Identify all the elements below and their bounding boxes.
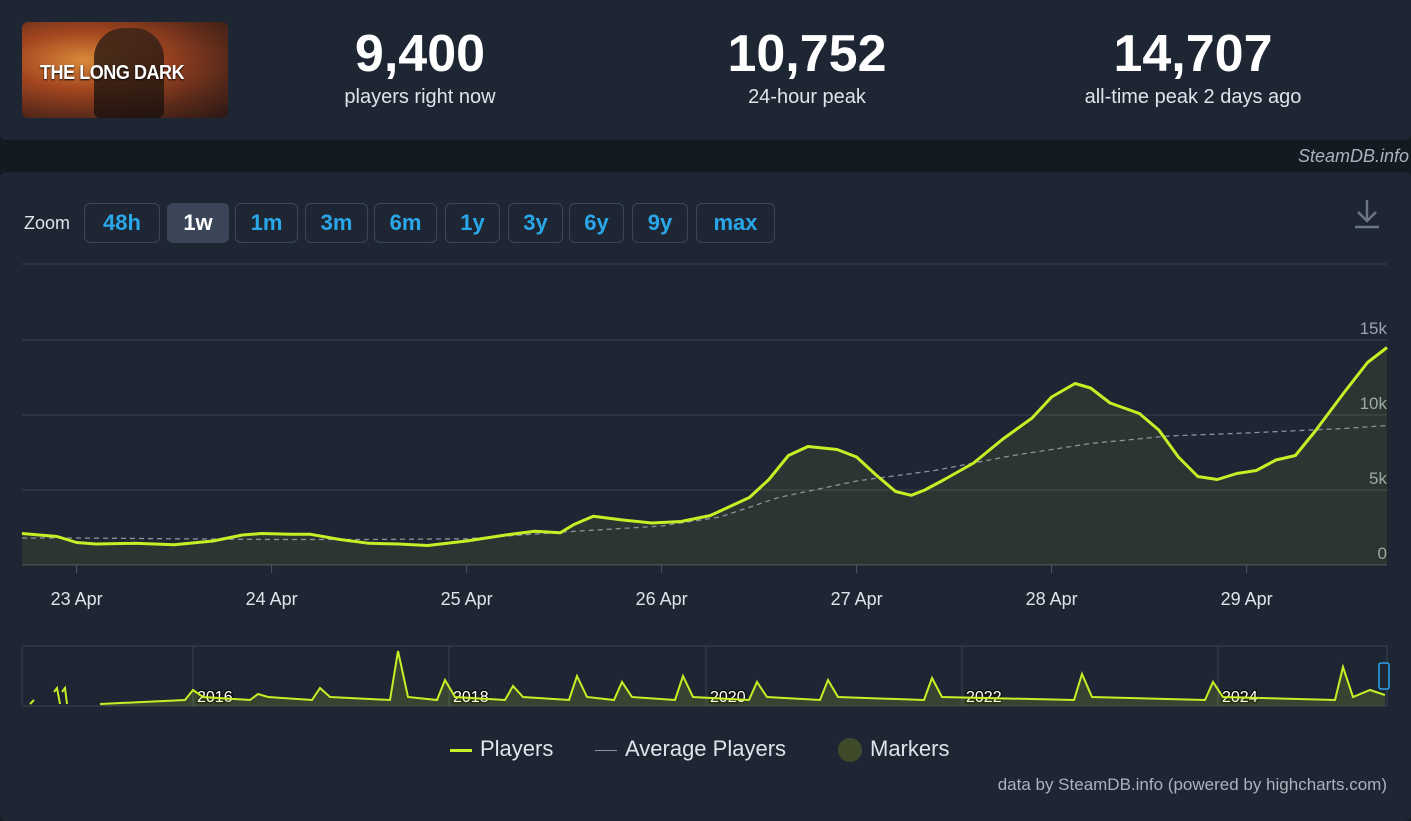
zoom-button-6m[interactable]: 6m (374, 203, 437, 243)
y-tick-label: 15k (1360, 319, 1388, 338)
legend-players-label: Players (480, 736, 554, 761)
legend-markers-swatch (838, 738, 862, 763)
zoom-button-1y[interactable]: 1y (445, 203, 500, 243)
chart-panel (0, 172, 1411, 821)
zoom-button-3y[interactable]: 3y (508, 203, 563, 243)
x-tick-label: 24 Apr (246, 589, 298, 609)
zoom-button-9y[interactable]: 9y (632, 203, 688, 243)
legend-players-swatch (450, 748, 472, 752)
logo-figure (94, 28, 164, 118)
y-tick-label: 10k (1360, 394, 1388, 413)
legend-average[interactable]: Average Players (595, 736, 786, 762)
download-icon[interactable] (1352, 198, 1382, 230)
y-tick-label: 5k (1369, 469, 1387, 488)
navigator-area (100, 651, 1385, 706)
navigator-series (99, 650, 1386, 705)
x-tick-label: 28 Apr (1026, 589, 1078, 609)
navigator (21, 645, 1388, 707)
stats-header: THE LONG DARK 9,400 players right now 10… (0, 0, 1411, 140)
legend-average-label: Average Players (625, 736, 787, 761)
navigator-handle (1378, 662, 1390, 690)
zoom-button-1m[interactable]: 1m (235, 203, 298, 243)
chart-credit[interactable]: data by SteamDB.info (powered by highcha… (997, 775, 1387, 794)
players-area (22, 347, 1387, 565)
x-tick-label: 23 Apr (51, 589, 103, 609)
series-average-players (22, 424, 1388, 541)
legend-players[interactable]: Players (450, 736, 553, 762)
x-tick-label: 27 Apr (831, 589, 883, 609)
logo-title: THE LONG DARK (40, 62, 185, 84)
stat-current-players: 9,400 players right now (270, 26, 570, 109)
legend-markers-label: Markers (870, 736, 950, 761)
peak-24h-value: 10,752 (727, 25, 887, 83)
zoom-button-6y[interactable]: 6y (569, 203, 624, 243)
stat-24h-peak: 10,752 24-hour peak (657, 26, 957, 109)
game-logo[interactable]: THE LONG DARK (22, 22, 228, 118)
x-tick-label: 25 Apr (441, 589, 493, 609)
navigator-year-label: 2020 (710, 689, 746, 706)
zoom-button-1w[interactable]: 1w (167, 203, 229, 243)
current-players-value: 9,400 (354, 25, 486, 83)
legend-markers[interactable]: Markers (838, 736, 950, 763)
zoom-button-3m[interactable]: 3m (305, 203, 368, 243)
zoom-label: Zoom (24, 213, 71, 233)
current-players-label: players right now (344, 86, 496, 108)
all-time-peak-label: all-time peak 2 days ago (1084, 86, 1302, 108)
steamdb-credit[interactable]: SteamDB.info (1297, 146, 1409, 166)
all-time-peak-value: 14,707 (1113, 25, 1273, 83)
stat-all-time-peak: 14,707 all-time peak 2 days ago (1043, 26, 1343, 109)
navigator-early-data (29, 685, 68, 705)
legend-average-swatch (595, 749, 617, 751)
zoom-button-max[interactable]: max (696, 203, 775, 243)
zoom-button-48h[interactable]: 48h (84, 203, 160, 243)
x-tick-label: 29 Apr (1221, 589, 1273, 609)
y-tick-label: 0 (1378, 544, 1387, 563)
x-tick-label: 26 Apr (636, 589, 688, 609)
peak-24h-label: 24-hour peak (748, 86, 866, 108)
series-players (21, 346, 1388, 547)
